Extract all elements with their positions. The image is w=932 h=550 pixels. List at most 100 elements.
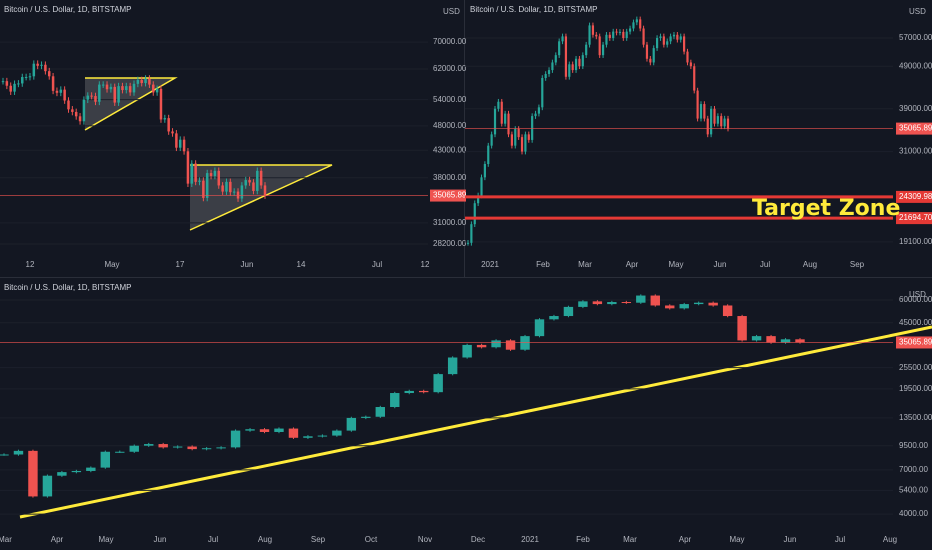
candle-body: [470, 224, 473, 243]
candle-body: [44, 64, 47, 72]
panel-title: Bitcoin / U.S. Dollar, 1D, BITSTAMP: [4, 5, 131, 14]
candle-body: [625, 31, 628, 39]
candle-body: [780, 339, 791, 343]
candle-body: [665, 305, 675, 309]
candle-body: [288, 428, 299, 438]
candle-body: [245, 429, 255, 431]
candle-body: [591, 25, 595, 35]
candle-body: [507, 113, 510, 135]
candle-body: [109, 86, 113, 90]
candle-body: [71, 109, 74, 112]
candle-body: [217, 170, 221, 186]
time-label: Mar: [0, 535, 12, 544]
candle-body: [578, 58, 581, 67]
candle-body: [547, 70, 551, 74]
candle-body: [544, 73, 547, 79]
candle-body: [514, 128, 517, 146]
time-label: Jul: [208, 535, 218, 544]
time-label: Feb: [576, 535, 590, 544]
candle-body: [447, 357, 458, 375]
candle-body: [679, 304, 689, 309]
last-price-label: 35065.89: [433, 191, 467, 200]
candle-body: [564, 36, 568, 77]
candle-body: [125, 86, 128, 91]
time-label: Mar: [623, 535, 637, 544]
candle-body: [693, 66, 696, 91]
candle-body: [117, 86, 120, 103]
candle-body: [32, 63, 36, 77]
candle-body: [59, 89, 63, 93]
panel-title: Bitcoin / U.S. Dollar, 1D, BITSTAMP: [4, 283, 131, 292]
candle-body: [225, 181, 228, 192]
candle-body: [94, 96, 97, 102]
candle-body: [404, 390, 414, 394]
candle-body: [571, 64, 574, 71]
candle-body: [1, 81, 5, 83]
candle-body: [172, 446, 183, 448]
time-label: Apr: [679, 535, 692, 544]
candle-body: [433, 374, 443, 393]
price-label: 60000.00: [899, 295, 932, 304]
last-price-tag: [430, 189, 466, 202]
candle-body: [232, 191, 236, 193]
candle-body: [24, 77, 28, 79]
candle-body: [317, 435, 328, 437]
candle-body: [605, 34, 608, 45]
candle-body: [105, 84, 109, 90]
candle-body: [100, 451, 111, 468]
candle-body: [67, 100, 70, 110]
candle-body: [693, 302, 704, 305]
candle-body: [713, 108, 716, 124]
candle-body: [229, 181, 232, 193]
candle-body: [477, 195, 480, 204]
candle-body: [716, 116, 719, 124]
candle-body: [541, 78, 544, 108]
candle-body: [669, 36, 672, 42]
candle-body: [171, 131, 174, 134]
candle-body: [256, 170, 259, 191]
candle-body: [726, 118, 730, 129]
currency-label: USD: [909, 290, 926, 299]
candle-body: [487, 145, 490, 165]
candle-body: [202, 180, 205, 198]
candle-body: [527, 134, 530, 140]
candle-body: [155, 88, 159, 93]
candle-body: [17, 83, 20, 85]
candle-body: [686, 51, 689, 63]
candle-body: [28, 450, 38, 497]
candle-body: [659, 36, 662, 39]
time-label: May: [98, 535, 113, 544]
candle-body: [558, 41, 561, 56]
candle-body: [274, 428, 284, 432]
candle-body: [635, 19, 638, 23]
time-label: 12: [26, 260, 35, 269]
time-label: Jun: [241, 260, 254, 269]
candle-body: [190, 163, 194, 184]
candle-body: [696, 90, 699, 119]
candle-body: [585, 44, 588, 56]
candle-body: [71, 470, 82, 473]
candle-body: [520, 137, 524, 152]
candle-body: [504, 113, 507, 124]
time-label: Apr: [626, 260, 639, 269]
candle-body: [493, 108, 497, 135]
candle-body: [303, 436, 313, 438]
candle-body: [601, 44, 605, 56]
time-label: Sep: [850, 260, 865, 269]
candle-body: [549, 316, 559, 320]
candle-body: [28, 76, 32, 78]
time-label: Jun: [714, 260, 727, 269]
candle-body: [332, 430, 342, 436]
candle-body: [248, 180, 251, 183]
candle-body: [563, 306, 574, 317]
candle-body: [722, 305, 733, 317]
candle-body: [551, 62, 554, 71]
candle-body: [662, 36, 665, 45]
candle-body: [115, 451, 125, 453]
candle-body: [148, 78, 151, 85]
candle-body: [517, 128, 520, 138]
candle-body: [55, 90, 59, 93]
candle-body: [568, 64, 571, 77]
candle-body: [40, 64, 43, 66]
price-label: 25500.00: [899, 363, 932, 372]
